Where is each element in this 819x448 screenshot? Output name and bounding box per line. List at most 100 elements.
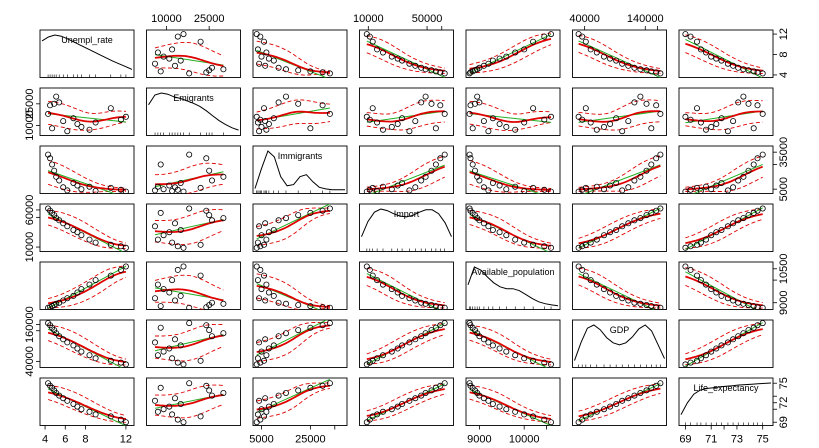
data-point: [697, 239, 704, 246]
data-point: [708, 186, 715, 193]
data-point: [369, 38, 376, 45]
data-point: [220, 300, 227, 307]
panel-Immigrants-vs-Unempl_rate: [39, 145, 135, 194]
density-curve-Available_population: [467, 266, 559, 307]
data-point: [579, 186, 586, 193]
data-point: [625, 184, 632, 191]
data-point: [262, 395, 269, 402]
data-point: [265, 121, 272, 128]
smooth-fit-line: [685, 42, 763, 72]
linear-fit-line: [370, 164, 445, 194]
data-point: [406, 60, 413, 67]
data-point: [258, 406, 265, 413]
panel-frame: [465, 87, 561, 136]
data-point: [197, 357, 204, 364]
data-point: [412, 118, 419, 125]
data-point: [687, 359, 694, 366]
data-point: [441, 70, 448, 77]
data-point: [270, 226, 277, 233]
data-point: [467, 155, 474, 162]
data-point: [64, 223, 71, 230]
data-point: [275, 299, 282, 306]
data-point: [263, 49, 270, 56]
tick-label: 40000: [569, 13, 600, 25]
data-point: [275, 392, 282, 399]
panel-Import-vs-Import: Import: [359, 203, 454, 252]
spread-lower-line: [47, 399, 126, 423]
panel-Immigrants-vs-Available_population: [465, 145, 561, 194]
spread-upper-line: [154, 274, 224, 291]
data-point: [703, 281, 710, 288]
panel-frame: [572, 377, 667, 426]
data-point: [270, 400, 277, 407]
panel-Emigrants-vs-Available_population: [465, 87, 561, 136]
data-point: [593, 49, 600, 56]
data-point: [643, 167, 650, 174]
data-point: [220, 173, 227, 180]
panel-Import-vs-Life_expectancy: [678, 203, 774, 252]
panel-Unempl_rate-vs-Life_expectancy: [678, 29, 774, 78]
data-point: [220, 330, 227, 337]
data-point: [74, 121, 81, 128]
data-point: [750, 125, 757, 132]
smooth-fit-line: [154, 219, 224, 233]
smooth-fit-line: [685, 275, 763, 307]
data-point: [169, 46, 176, 53]
data-point: [254, 46, 261, 53]
data-point: [366, 33, 373, 40]
data-point: [471, 167, 478, 174]
data-point: [374, 188, 381, 194]
spread-upper-line: [366, 155, 445, 188]
spread-lower-line: [469, 183, 552, 193]
data-point: [171, 62, 178, 69]
data-point: [521, 239, 528, 246]
data-point: [418, 333, 425, 340]
data-point: [180, 188, 187, 194]
panel-Available_population-vs-GDP: [572, 261, 667, 310]
data-point: [275, 333, 282, 340]
data-point: [319, 382, 326, 389]
spread-upper-line: [578, 267, 661, 304]
data-point: [575, 244, 582, 251]
data-point: [363, 113, 370, 120]
data-point: [49, 384, 56, 391]
data-point: [157, 384, 164, 391]
smooth-fit-line: [47, 111, 126, 123]
data-point: [70, 226, 77, 233]
smooth-fit-line: [469, 171, 552, 191]
data-point: [713, 182, 720, 189]
data-point: [480, 336, 487, 343]
data-point: [575, 113, 582, 120]
data-point: [307, 324, 314, 331]
data-point: [625, 395, 632, 402]
data-point: [180, 31, 187, 38]
data-point: [154, 49, 161, 56]
data-point: [512, 236, 519, 243]
panel-GDP-vs-Available_population: [465, 319, 561, 368]
tick-label: 35000: [778, 137, 790, 168]
data-point: [166, 403, 173, 410]
data-point: [74, 289, 81, 296]
data-point: [197, 241, 204, 248]
tick-label: 9000: [778, 290, 790, 314]
spread-lower-line: [469, 398, 552, 423]
spread-lower-line: [48, 276, 127, 309]
panel-frame: [678, 145, 774, 194]
data-point: [151, 339, 158, 346]
data-point: [388, 123, 395, 130]
tick-label: 8: [82, 434, 88, 446]
data-point: [260, 413, 267, 420]
data-point: [503, 348, 510, 355]
data-point: [53, 173, 60, 180]
data-point: [631, 392, 638, 399]
data-point: [601, 123, 608, 130]
data-point: [489, 115, 496, 122]
data-point: [740, 173, 747, 180]
data-point: [735, 217, 742, 224]
data-point: [441, 151, 448, 158]
data-point: [485, 397, 492, 404]
data-point: [177, 179, 184, 186]
data-point: [263, 281, 270, 288]
data-point: [467, 102, 474, 109]
data-point: [186, 380, 193, 387]
